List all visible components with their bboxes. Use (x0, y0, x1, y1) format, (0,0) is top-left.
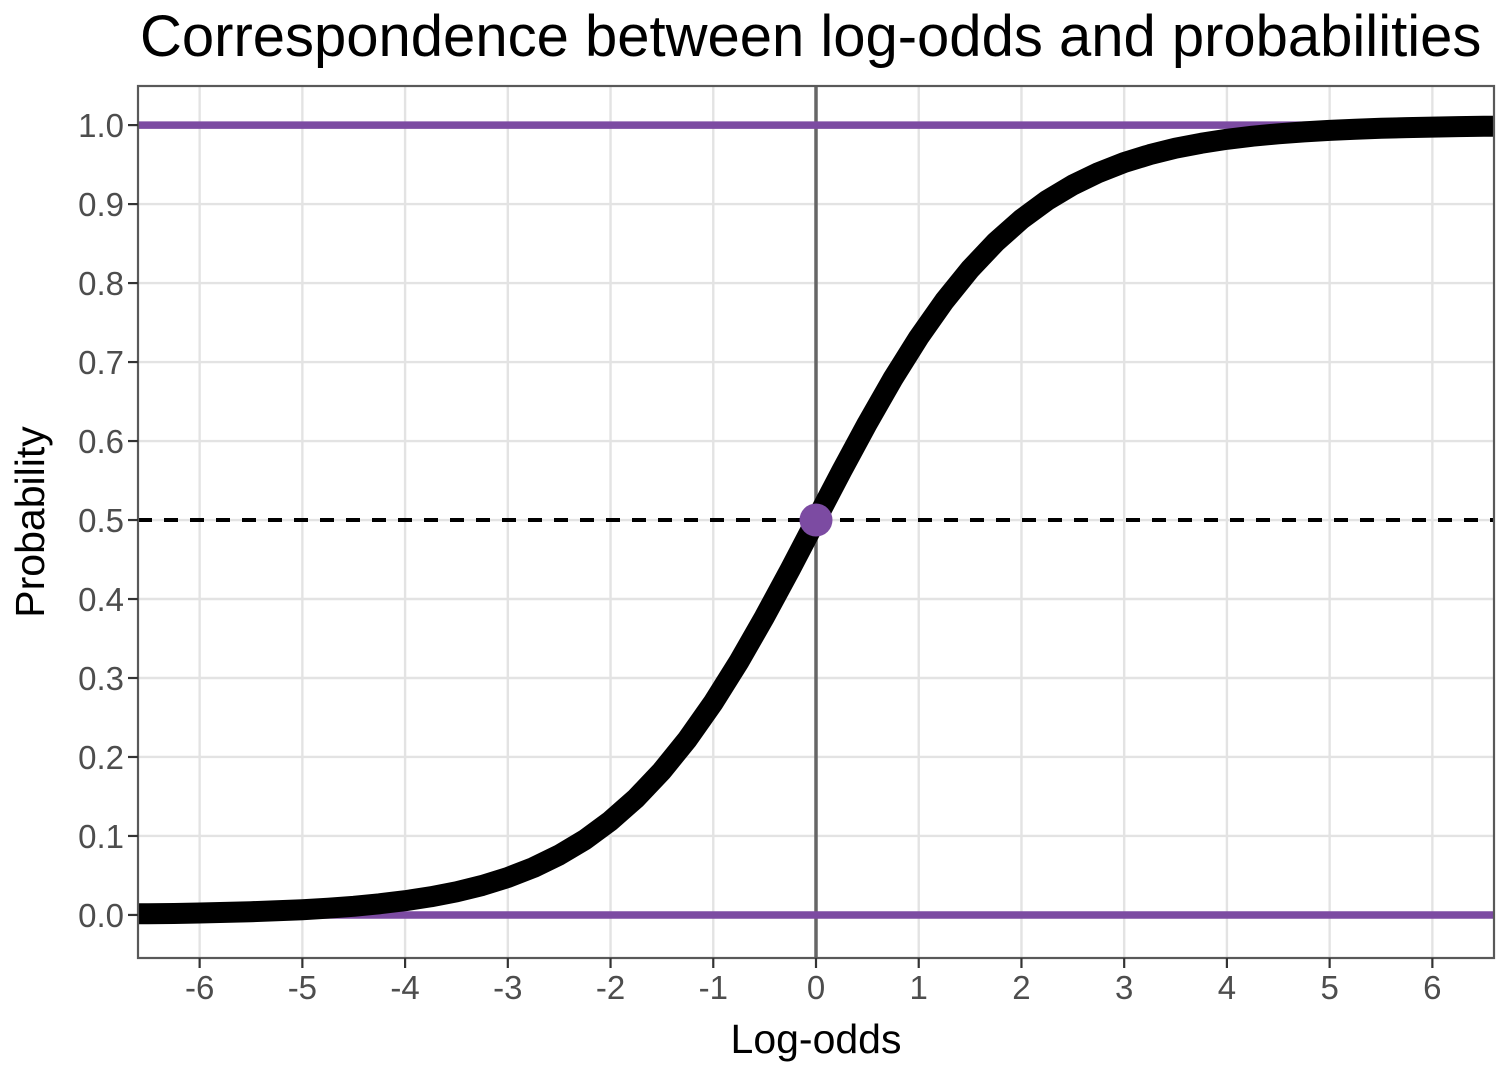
chart-layers: -6 -5 -4 -3 -2 -1 0 1 2 3 4 5 6 0.0 0.1 0.2 0.3 0.4 0.5 0.6… (78, 84, 1496, 1006)
y-tick-label: 0.6 (78, 423, 124, 460)
x-tick-label: -6 (185, 969, 214, 1006)
y-tick-label: 0.3 (78, 660, 124, 697)
x-tick-label: 6 (1423, 969, 1441, 1006)
x-tick-label: -3 (493, 969, 522, 1006)
y-tick-label: 0.4 (78, 581, 124, 618)
x-tick-label: -2 (596, 969, 625, 1006)
x-tick-label: 5 (1320, 969, 1338, 1006)
y-tick-label: 0.7 (78, 344, 124, 381)
half-probability-point (799, 503, 833, 537)
y-tick-label: 0.9 (78, 186, 124, 223)
x-tick-label: 4 (1218, 969, 1236, 1006)
x-tick-label: -1 (699, 969, 728, 1006)
y-tick-label: 0.1 (78, 818, 124, 855)
y-tick-label: 0.0 (78, 897, 124, 934)
y-tick-label: 0.5 (78, 502, 124, 539)
x-tick-label: -5 (288, 969, 317, 1006)
x-tick-label: -4 (390, 969, 419, 1006)
y-tick-label: 0.8 (78, 265, 124, 302)
y-tick-label: 0.2 (78, 739, 124, 776)
y-axis-title: Probability (7, 426, 53, 618)
x-tick-label: 0 (807, 969, 825, 1006)
x-tick-label: 3 (1115, 969, 1133, 1006)
y-tick-label: 1.0 (78, 107, 124, 144)
x-tick-label: 2 (1012, 969, 1030, 1006)
chart-title: Correspondence between log-odds and prob… (140, 4, 1481, 69)
x-axis-title: Log-odds (731, 1016, 902, 1062)
x-tick-label: 1 (910, 969, 928, 1006)
